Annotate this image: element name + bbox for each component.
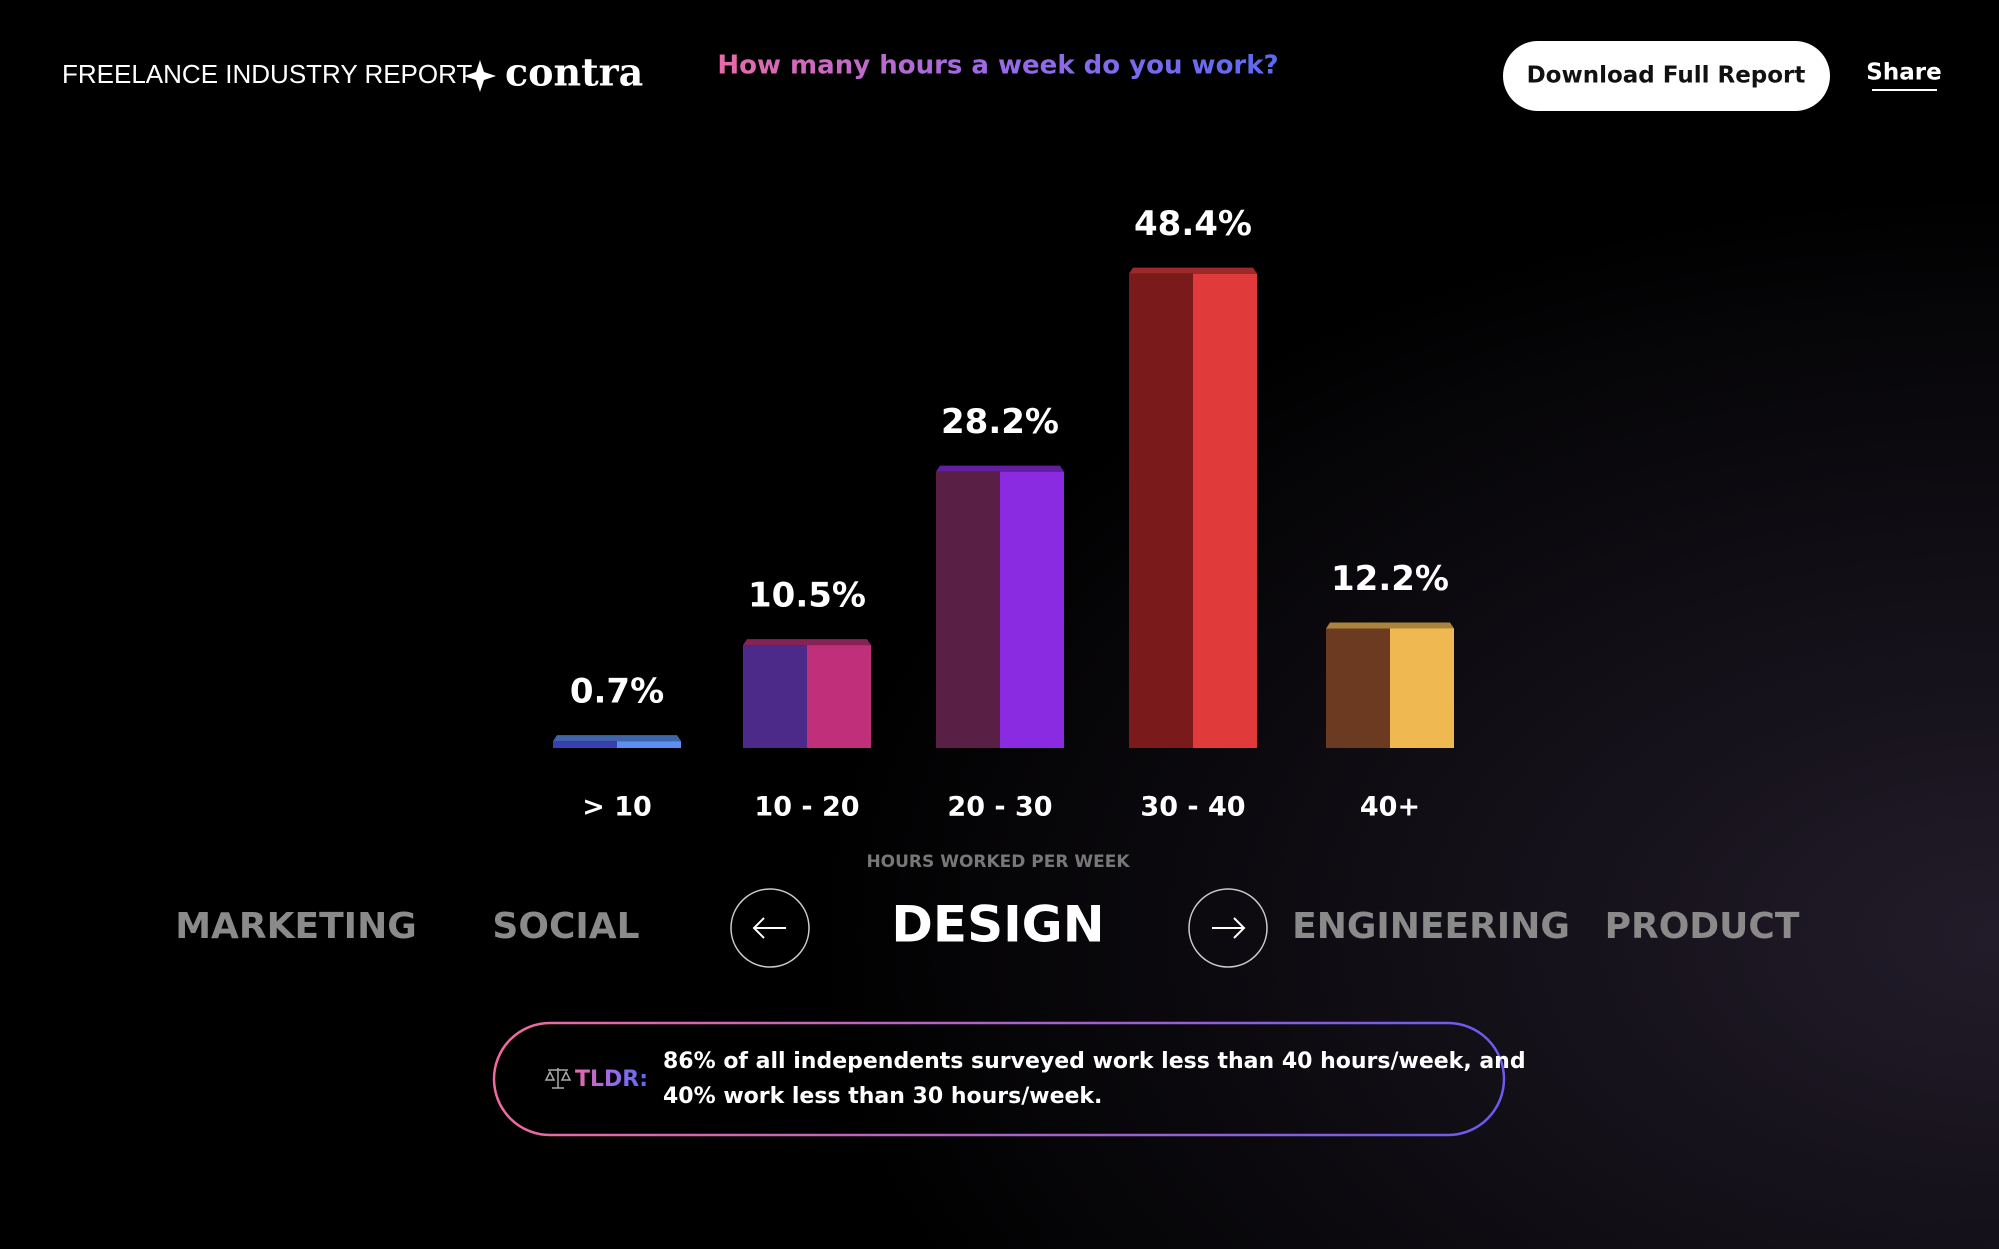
bar bbox=[936, 465, 1064, 748]
category-nav: MARKETING SOCIAL DESIGN ENGINEERING PROD… bbox=[175, 888, 1800, 968]
value-label: 10.5% bbox=[748, 576, 866, 616]
bar-left-face bbox=[743, 645, 807, 748]
logo: contra bbox=[505, 50, 643, 95]
bar-right-face bbox=[1000, 471, 1064, 748]
prev-arrow bbox=[752, 917, 786, 939]
question: How many hours a week do you work? bbox=[717, 51, 1278, 81]
nav-item[interactable]: PRODUCT bbox=[1605, 906, 1800, 947]
bar-top-face bbox=[1326, 622, 1454, 629]
download-button-label[interactable]: Download Full Report bbox=[1527, 63, 1806, 89]
bar-right-face bbox=[807, 645, 871, 748]
x-tick-label: 30 - 40 bbox=[1140, 792, 1245, 823]
bar-left-face bbox=[1326, 628, 1390, 748]
value-label: 28.2% bbox=[941, 402, 1059, 442]
value-label: 12.2% bbox=[1331, 559, 1449, 599]
tldr-icon bbox=[544, 1068, 572, 1089]
x-tick-label: 10 - 20 bbox=[754, 792, 859, 823]
logo-star bbox=[464, 60, 496, 92]
bar-top-face bbox=[553, 735, 681, 742]
bar-top-face bbox=[936, 465, 1064, 472]
bar bbox=[553, 735, 681, 748]
bar-right-face bbox=[617, 741, 681, 748]
x-tick-label: > 10 bbox=[582, 792, 652, 823]
share-link[interactable]: Share bbox=[1866, 60, 1941, 86]
nav-item[interactable]: ENGINEERING bbox=[1292, 906, 1570, 947]
bar-right-face bbox=[1390, 628, 1454, 748]
brand: FREELANCE INDUSTRY REPORT bbox=[62, 59, 472, 89]
bar-right-face bbox=[1193, 273, 1257, 748]
nav-item[interactable]: MARKETING bbox=[175, 906, 417, 947]
download-button[interactable] bbox=[1503, 41, 1830, 111]
tldr-label: TLDR: bbox=[575, 1067, 648, 1092]
tldr-box bbox=[492, 1021, 1506, 1137]
nav-item-active[interactable]: DESIGN bbox=[891, 896, 1104, 954]
tldr-text: 40% work less than 30 hours/week. bbox=[663, 1084, 1102, 1109]
bar-left-face bbox=[936, 471, 1000, 748]
bar bbox=[743, 639, 871, 748]
x-tick-label: 20 - 30 bbox=[947, 792, 1052, 823]
x-tick-label: 40+ bbox=[1360, 792, 1420, 823]
bar-left-face bbox=[1129, 273, 1193, 748]
x-axis-label: HOURS WORKED PER WEEK bbox=[866, 852, 1130, 872]
bar bbox=[1129, 267, 1257, 748]
bar bbox=[1326, 622, 1454, 748]
value-label: 48.4% bbox=[1134, 204, 1252, 244]
value-label: 0.7% bbox=[570, 672, 664, 712]
bar-left-face bbox=[553, 741, 617, 748]
bar-top-face bbox=[1129, 267, 1257, 274]
tldr-text: 86% of all independents surveyed work le… bbox=[663, 1049, 1526, 1074]
nav-item[interactable]: SOCIAL bbox=[492, 906, 639, 947]
bar-top-face bbox=[743, 639, 871, 646]
next-button[interactable] bbox=[1188, 888, 1268, 968]
prev-button[interactable] bbox=[730, 888, 810, 968]
next-arrow bbox=[1212, 917, 1246, 939]
